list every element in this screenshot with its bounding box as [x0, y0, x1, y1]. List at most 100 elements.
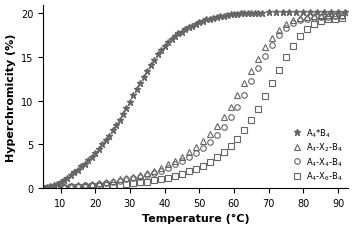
A$_4$-X$_6$-B$_4$ [339, 17, 344, 20]
A$_4$-X$_4$-B$_4$ [48, 186, 52, 189]
A$_4$-X$_4$-B$_4$ [249, 81, 253, 84]
A$_4$-X$_2$-B$_4$ [305, 16, 309, 19]
A$_4$*B$_4$ [343, 12, 347, 15]
A$_4$-X$_2$-B$_4$ [235, 95, 240, 97]
A$_4$-X$_4$-B$_4$ [152, 172, 156, 174]
A$_4$*B$_4$ [176, 33, 181, 36]
A$_4$-X$_6$-B$_4$ [124, 183, 129, 185]
A$_4$-X$_4$-B$_4$ [298, 20, 302, 23]
A$_4$-X$_4$-B$_4$ [118, 180, 122, 182]
A$_4$-X$_2$-B$_4$ [103, 181, 108, 184]
A$_4$*B$_4$ [41, 186, 45, 189]
A$_4$-X$_4$-B$_4$ [284, 28, 288, 30]
A$_4$-X$_4$-B$_4$ [228, 116, 233, 119]
A$_4$-X$_6$-B$_4$ [131, 182, 136, 185]
A$_4$-X$_6$-B$_4$ [110, 184, 115, 187]
Line: A$_4$-X$_4$-B$_4$: A$_4$-X$_4$-B$_4$ [40, 14, 344, 191]
A$_4$-X$_6$-B$_4$ [62, 186, 66, 189]
X-axis label: Temperature (°C): Temperature (°C) [142, 213, 250, 224]
A$_4$-X$_2$-B$_4$ [55, 185, 59, 188]
A$_4$-X$_4$-B$_4$ [159, 169, 163, 172]
A$_4$-X$_2$-B$_4$ [326, 15, 330, 17]
A$_4$-X$_6$-B$_4$ [41, 187, 45, 190]
A$_4$*B$_4$ [215, 16, 219, 19]
A$_4$-X$_2$-B$_4$ [159, 167, 163, 170]
Legend: A$_4$*B$_4$, A$_4$-X$_2$-B$_4$, A$_4$-X$_4$-B$_4$, A$_4$-X$_6$-B$_4$: A$_4$*B$_4$, A$_4$-X$_2$-B$_4$, A$_4$-X$… [291, 125, 344, 184]
A$_4$-X$_6$-B$_4$ [256, 108, 261, 110]
A$_4$-X$_2$-B$_4$ [215, 125, 219, 128]
A$_4$-X$_4$-B$_4$ [76, 185, 80, 188]
A$_4$-X$_6$-B$_4$ [187, 170, 191, 173]
A$_4$-X$_2$-B$_4$ [69, 185, 73, 188]
A$_4$-X$_4$-B$_4$ [124, 178, 129, 181]
A$_4$-X$_2$-B$_4$ [48, 186, 52, 189]
A$_4$-X$_4$-B$_4$ [187, 156, 191, 159]
A$_4$-X$_4$-B$_4$ [55, 186, 59, 189]
Line: A$_4$-X$_6$-B$_4$: A$_4$-X$_6$-B$_4$ [40, 16, 344, 191]
A$_4$-X$_6$-B$_4$ [118, 183, 122, 186]
A$_4$-X$_4$-B$_4$ [180, 160, 184, 163]
A$_4$-X$_2$-B$_4$ [110, 180, 115, 182]
A$_4$-X$_2$-B$_4$ [152, 169, 156, 172]
A$_4$-X$_6$-B$_4$ [228, 145, 233, 148]
A$_4$-X$_6$-B$_4$ [319, 21, 323, 23]
A$_4$-X$_4$-B$_4$ [69, 185, 73, 188]
A$_4$-X$_6$-B$_4$ [152, 179, 156, 182]
A$_4$-X$_4$-B$_4$ [131, 177, 136, 180]
A$_4$-X$_6$-B$_4$ [138, 181, 142, 184]
A$_4$-X$_4$-B$_4$ [263, 55, 267, 58]
A$_4$-X$_2$-B$_4$ [207, 133, 212, 136]
A$_4$-X$_2$-B$_4$ [332, 15, 337, 17]
A$_4$-X$_6$-B$_4$ [76, 186, 80, 189]
A$_4$-X$_2$-B$_4$ [277, 29, 281, 32]
A$_4$-X$_6$-B$_4$ [222, 151, 226, 154]
A$_4$-X$_4$-B$_4$ [103, 182, 108, 184]
A$_4$-X$_6$-B$_4$ [201, 165, 205, 167]
A$_4$-X$_4$-B$_4$ [291, 22, 295, 25]
A$_4$-X$_2$-B$_4$ [242, 82, 246, 85]
A$_4$-X$_6$-B$_4$ [103, 184, 108, 187]
A$_4$-X$_4$-B$_4$ [319, 16, 323, 19]
A$_4$-X$_2$-B$_4$ [166, 164, 170, 166]
A$_4$-X$_6$-B$_4$ [235, 138, 240, 141]
A$_4$-X$_6$-B$_4$ [159, 178, 163, 180]
A$_4$-X$_2$-B$_4$ [319, 16, 323, 18]
A$_4$-X$_4$-B$_4$ [326, 16, 330, 19]
A$_4$-X$_2$-B$_4$ [187, 151, 191, 154]
A$_4$-X$_6$-B$_4$ [69, 186, 73, 189]
A$_4$-X$_6$-B$_4$ [305, 29, 309, 31]
A$_4$*B$_4$ [131, 95, 136, 97]
A$_4$-X$_6$-B$_4$ [215, 156, 219, 159]
A$_4$-X$_4$-B$_4$ [194, 152, 198, 155]
A$_4$-X$_6$-B$_4$ [55, 186, 59, 189]
A$_4$-X$_6$-B$_4$ [207, 161, 212, 164]
A$_4$-X$_2$-B$_4$ [194, 146, 198, 149]
A$_4$-X$_4$-B$_4$ [90, 183, 94, 186]
A$_4$*B$_4$ [207, 18, 212, 21]
A$_4$-X$_4$-B$_4$ [110, 181, 115, 184]
A$_4$-X$_4$-B$_4$ [207, 141, 212, 144]
A$_4$-X$_6$-B$_4$ [97, 185, 101, 188]
A$_4$-X$_2$-B$_4$ [201, 140, 205, 143]
A$_4$-X$_6$-B$_4$ [180, 173, 184, 176]
A$_4$-X$_4$-B$_4$ [277, 35, 281, 37]
A$_4$-X$_4$-B$_4$ [235, 106, 240, 109]
A$_4$-X$_4$-B$_4$ [62, 185, 66, 188]
A$_4$-X$_4$-B$_4$ [312, 17, 316, 20]
A$_4$-X$_4$-B$_4$ [339, 16, 344, 18]
A$_4$-X$_6$-B$_4$ [291, 45, 295, 48]
A$_4$-X$_2$-B$_4$ [263, 47, 267, 49]
A$_4$-X$_2$-B$_4$ [83, 183, 87, 186]
Y-axis label: Hyperchromicity (%): Hyperchromicity (%) [6, 33, 16, 161]
A$_4$-X$_6$-B$_4$ [48, 187, 52, 190]
A$_4$-X$_4$-B$_4$ [222, 126, 226, 129]
A$_4$-X$_2$-B$_4$ [124, 177, 129, 180]
A$_4$-X$_2$-B$_4$ [41, 186, 45, 189]
A$_4$-X$_2$-B$_4$ [62, 185, 66, 188]
A$_4$-X$_2$-B$_4$ [222, 116, 226, 119]
A$_4$-X$_2$-B$_4$ [339, 15, 344, 17]
A$_4$-X$_6$-B$_4$ [173, 175, 177, 177]
A$_4$*B$_4$ [267, 12, 271, 15]
A$_4$-X$_4$-B$_4$ [215, 134, 219, 136]
A$_4$-X$_4$-B$_4$ [201, 147, 205, 150]
